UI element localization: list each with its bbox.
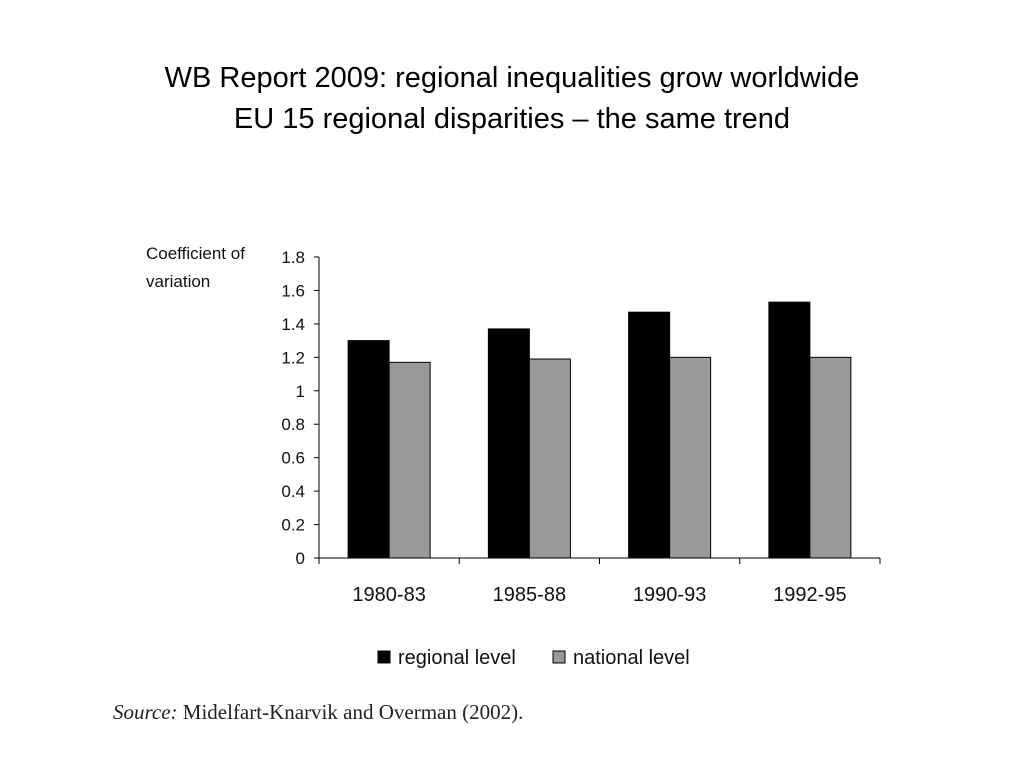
legend: regional level national level (377, 647, 690, 669)
slide-title-line-2: EU 15 regional disparities – the same tr… (233, 103, 791, 135)
y-tick-label: 1.2 (281, 348, 305, 367)
x-tick-label: 1992-95 (773, 584, 846, 606)
bar-national-level-1980-83 (388, 361, 431, 559)
y-tick-label: 1 (296, 382, 305, 401)
y-tick-label: 1.4 (281, 315, 305, 334)
y-axis-label: Coefficient of variation (146, 244, 245, 291)
bar-chart: Coefficient of variation 0 0.2 0.4 0.6 0.8 1 1.… (146, 244, 881, 669)
bar-national-level-1990-93 (669, 356, 712, 559)
x-tick-label: 1980-83 (352, 584, 425, 606)
legend-label: national level (573, 647, 690, 669)
y-axis: 0 0.2 0.4 0.6 0.8 1 1.2 1.4 1.6 1.8 (281, 248, 320, 568)
y-tick-label: 1.8 (281, 248, 305, 267)
bar-national-level-1992-95 (809, 356, 852, 559)
legend-swatch (552, 650, 566, 664)
slide-title-line-1: WB Report 2009: regional inequalities gr… (164, 62, 860, 94)
bars (347, 301, 852, 559)
y-tick-label: 1.6 (281, 281, 305, 300)
legend-label: regional level (398, 647, 516, 669)
bar-regional-level-1990-93 (628, 311, 671, 559)
x-tick-label: 1990-93 (633, 584, 706, 606)
source-label: Source: (113, 700, 178, 724)
legend-swatch (377, 650, 391, 664)
x-tick-label: 1985-88 (493, 584, 566, 606)
source-citation: Source: Midelfart-Knarvik and Overman (2… (113, 700, 523, 725)
bar-regional-level-1985-88 (487, 328, 530, 559)
source-text: Midelfart-Knarvik and Overman (2002). (177, 700, 524, 724)
slide-title: WB Report 2009: regional inequalities gr… (0, 58, 1024, 140)
y-tick-label: 0 (296, 549, 305, 568)
y-axis-label-line: Coefficient of (146, 244, 245, 263)
bar-national-level-1985-88 (528, 358, 571, 559)
bar-regional-level-1980-83 (347, 340, 390, 559)
y-tick-label: 0.4 (281, 482, 305, 501)
y-tick-label: 0.2 (281, 516, 305, 535)
x-axis: 1980-83 1985-88 1990-93 1992-95 (318, 557, 881, 606)
bar-regional-level-1992-95 (768, 301, 811, 559)
y-axis-label-line: variation (146, 272, 210, 291)
y-tick-label: 0.8 (281, 415, 305, 434)
y-tick-label: 0.6 (281, 449, 305, 468)
